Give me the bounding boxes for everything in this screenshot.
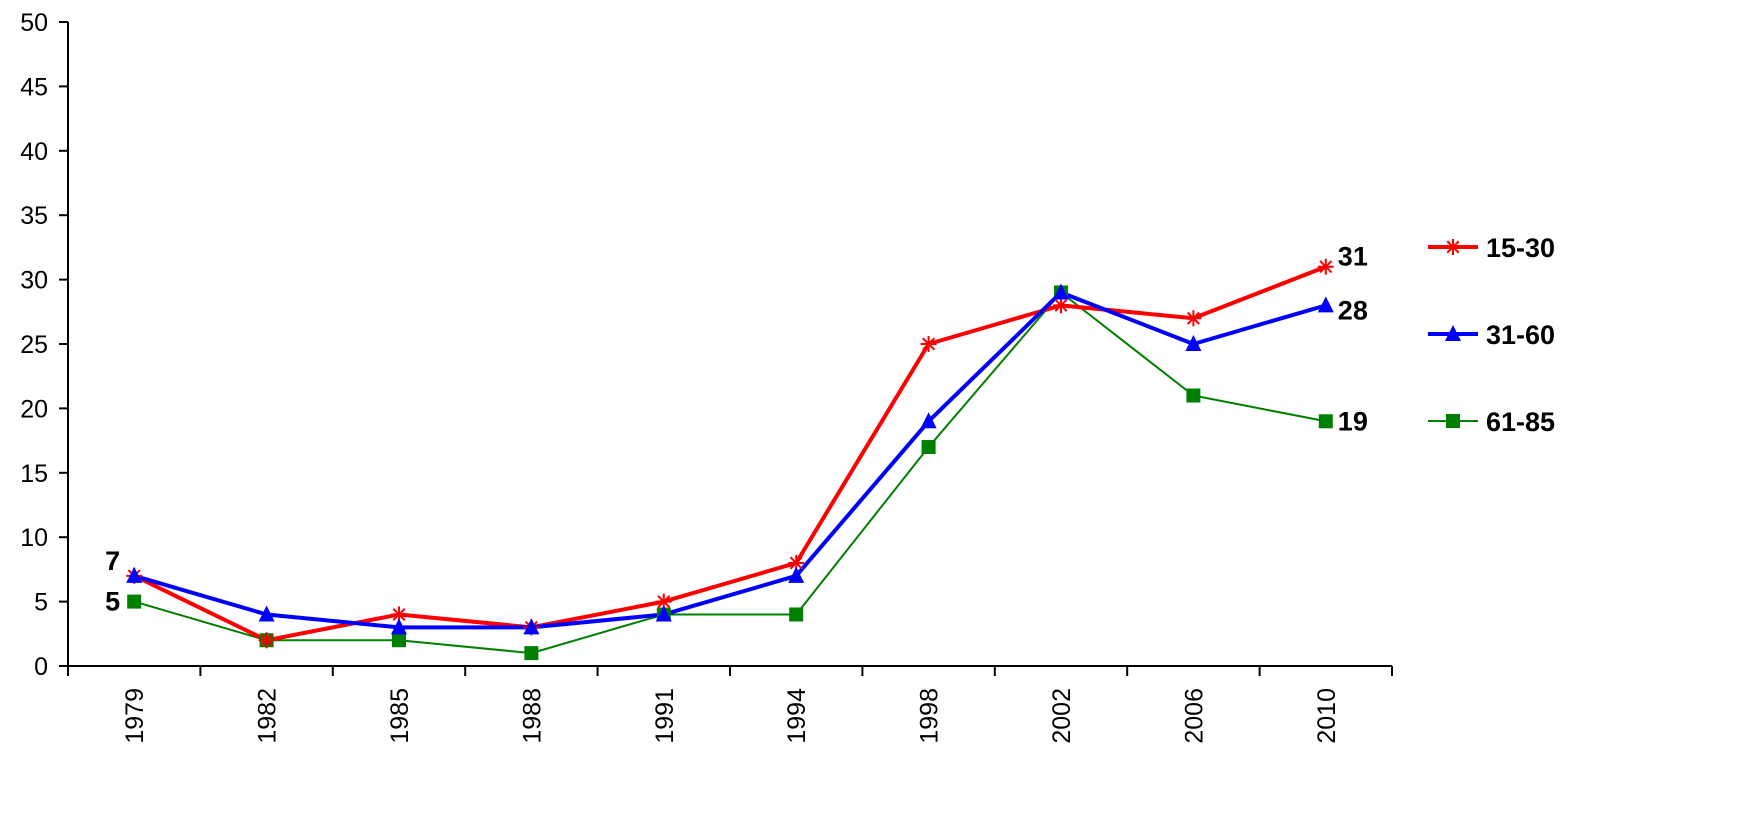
asterisk-marker	[920, 336, 937, 352]
y-tick-label: 50	[20, 9, 48, 37]
x-tick-label: 1988	[518, 688, 546, 744]
square-marker	[1318, 414, 1333, 429]
triangle-marker	[523, 618, 540, 635]
y-tick-label: 5	[34, 589, 48, 617]
data-label: 7	[105, 546, 120, 576]
series-markers	[126, 258, 1334, 661]
y-axis-ticks: 0 5 10 15 20 25 30 35 40 45 50	[20, 9, 68, 681]
x-tick-label: 1982	[254, 688, 282, 744]
square-marker	[921, 440, 936, 455]
triangle-marker	[788, 566, 805, 583]
legend: 15-30 31-60 61-85	[1428, 233, 1555, 437]
x-axis-ticks: 1979 1982 1985 1988 1991 1994 1998 2002 2006 2010	[67, 666, 1393, 744]
x-tick-label: 1994	[783, 688, 811, 744]
y-tick-label: 0	[34, 653, 48, 681]
legend-item-31-60: 31-60	[1428, 320, 1555, 350]
data-label: 28	[1338, 295, 1368, 325]
y-tick-label: 30	[20, 267, 48, 295]
legend-label: 31-60	[1486, 320, 1555, 350]
asterisk-marker	[1445, 239, 1461, 255]
legend-item-61-85: 61-85	[1428, 407, 1555, 437]
x-tick-label: 2006	[1180, 688, 1208, 744]
triangle-marker	[1053, 283, 1069, 300]
data-label: 5	[105, 587, 120, 617]
x-tick-label: 1998	[916, 688, 944, 744]
square-marker	[127, 594, 142, 609]
series-line-31-60	[133, 290, 1327, 630]
triangle-marker	[1445, 325, 1461, 341]
triangle-marker	[126, 566, 143, 583]
triangle-marker	[1317, 296, 1334, 313]
triangle-marker	[258, 605, 275, 622]
legend-item-15-30: 15-30	[1428, 233, 1555, 263]
square-marker	[1186, 388, 1201, 403]
y-tick-label: 45	[20, 73, 48, 101]
triangle-marker	[920, 412, 937, 429]
asterisk-marker	[1317, 258, 1334, 275]
series-lines	[133, 264, 1327, 655]
x-tick-label: 1991	[651, 688, 679, 744]
triangle-marker	[1185, 335, 1202, 351]
y-tick-label: 20	[20, 395, 48, 423]
data-labels: 7 5 31 28 19	[105, 242, 1368, 617]
square-marker	[524, 646, 539, 661]
legend-label: 15-30	[1486, 233, 1555, 263]
asterisk-marker	[1185, 310, 1202, 327]
legend-label: 61-85	[1486, 407, 1555, 437]
data-label: 19	[1338, 406, 1368, 436]
y-tick-label: 35	[20, 202, 48, 230]
triangle-marker	[655, 605, 672, 622]
y-tick-label: 15	[20, 460, 48, 488]
square-marker	[1446, 414, 1460, 428]
x-tick-label: 1979	[121, 688, 149, 744]
data-label: 31	[1338, 242, 1368, 272]
square-marker	[392, 633, 406, 648]
x-tick-label: 2010	[1313, 688, 1341, 744]
asterisk-marker	[788, 554, 805, 571]
y-tick-label: 40	[20, 138, 48, 166]
series-line-61-85	[133, 291, 1326, 655]
y-tick-label: 10	[20, 524, 48, 552]
x-tick-label: 1985	[386, 688, 414, 744]
triangle-marker	[391, 618, 407, 635]
asterisk-marker	[1053, 297, 1069, 314]
y-tick-label: 25	[20, 331, 48, 359]
asterisk-marker	[258, 632, 275, 649]
x-tick-label: 2002	[1048, 688, 1076, 744]
square-marker	[789, 607, 804, 622]
series-line-15-30	[133, 264, 1327, 643]
